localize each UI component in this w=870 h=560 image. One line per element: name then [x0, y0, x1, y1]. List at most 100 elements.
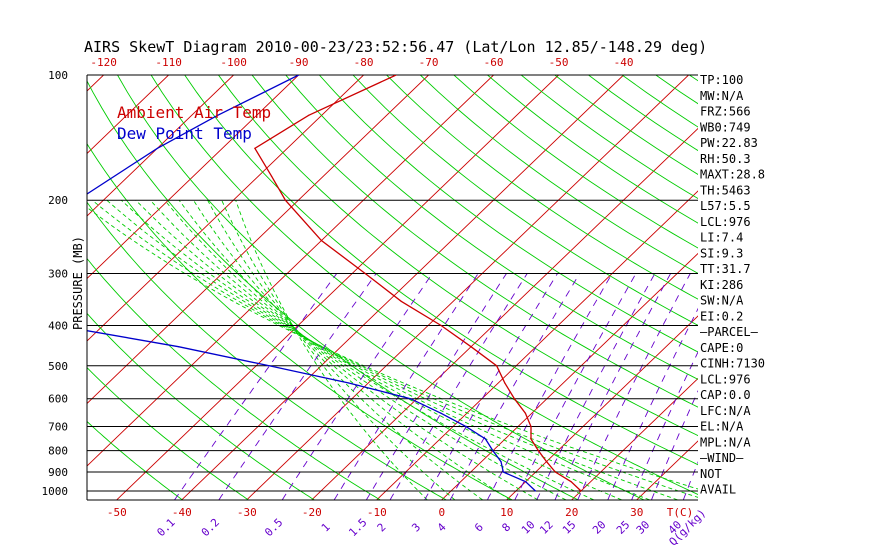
pressure-tick-label: 700 — [48, 421, 68, 434]
dry-adiabat-line — [87, 420, 183, 500]
mixing-ratio-line — [449, 273, 581, 500]
ambient-air-temp-point — [504, 382, 506, 384]
pressure-tick-label: 800 — [48, 445, 68, 458]
mixing-ratio-line — [487, 273, 613, 500]
top-temperature-axis: -120 -110 -100 -90 -80 -70 -60 -50 -40 — [90, 56, 633, 69]
dry-adiabat-line — [87, 366, 249, 500]
dew-point-temp-point — [268, 365, 270, 367]
mixing-ratio-line — [389, 273, 528, 500]
dew-point-temp-point — [348, 382, 350, 384]
dew-point-temp-point — [217, 114, 219, 116]
mixing-ratio-tick-label: 3 — [409, 521, 423, 535]
isotherm-line — [87, 75, 104, 92]
index-row: MPL:N/A — [700, 435, 751, 449]
pressure-tick-label: 100 — [48, 69, 68, 82]
mixing-ratio-line — [577, 273, 691, 500]
ambient-air-temp-point — [537, 450, 540, 452]
dry-adiabat-line — [87, 80, 579, 500]
isotherm-line — [87, 75, 429, 405]
pressure-tick-label: 400 — [48, 319, 68, 332]
isotherm-line — [116, 75, 559, 500]
ambient-air-temp-point — [554, 471, 556, 473]
mixing-ratio-line — [514, 273, 637, 500]
pressure-tick-label: 600 — [48, 393, 68, 406]
mixing-ratio-tick-label: 1.5 — [346, 516, 369, 539]
dew-point-temp-point — [177, 346, 180, 348]
index-row: EL:N/A — [700, 420, 744, 434]
ambient-air-temp-point — [395, 75, 397, 76]
index-row: NOT — [700, 467, 722, 481]
dry-adiabat-line — [184, 75, 698, 466]
dew-point-temp-point — [484, 438, 487, 440]
ambient-air-temp-point — [524, 412, 527, 414]
pressure-gridlines — [87, 74, 698, 492]
top-temperature-tick-label: -60 — [484, 56, 504, 69]
index-row: CAP:0.0 — [700, 388, 751, 402]
dry-adiabat-line — [87, 201, 447, 500]
pressure-tick-label: 200 — [48, 194, 68, 207]
index-row: TT:31.7 — [700, 262, 751, 276]
index-row: FRZ:566 — [700, 105, 751, 119]
isotherm-line — [376, 190, 698, 500]
mixing-ratio-tick-label: 10 — [519, 518, 538, 537]
dew-point-temp-point — [502, 471, 504, 473]
pressure-tick-label: 500 — [48, 360, 68, 373]
moist-adiabat-line — [106, 199, 678, 500]
profile-series — [77, 75, 582, 492]
mixing-ratio-tick-label: 6 — [472, 521, 486, 535]
isotherm-line — [87, 75, 299, 280]
dry-adiabat-line — [858, 75, 870, 500]
dry-adiabat-line — [453, 75, 698, 249]
mixing-ratio-tick-label: 25 — [614, 518, 633, 537]
isotherm-line — [87, 75, 169, 155]
bottom-temperature-axis: -50 -40 -30 -20 -10 0 10 20 30 T(C) — [107, 506, 693, 519]
mixing-ratio-line — [174, 273, 338, 500]
dry-adiabat-line — [824, 75, 870, 500]
moist-adiabat-line — [235, 200, 428, 500]
legend-dew-point-temp: Dew Point Temp — [117, 124, 252, 143]
isotherm-line — [87, 75, 234, 217]
dew-point-temp-point — [500, 461, 502, 463]
ambient-air-temp-point — [400, 300, 402, 302]
index-row: MAXT:28.8 — [700, 168, 765, 182]
top-temperature-tick-label: -70 — [419, 56, 439, 69]
top-temperature-tick-label: -110 — [155, 56, 182, 69]
mixing-ratio-tick-label: 0.1 — [154, 516, 177, 539]
dew-point-temp-point — [156, 147, 158, 149]
index-row: LFC:N/A — [700, 404, 751, 418]
mixing-ratio-line — [424, 273, 558, 500]
bottom-temperature-tick-label: 10 — [500, 506, 513, 519]
index-row: WB0:749 — [700, 120, 751, 134]
index-row: TH:5463 — [700, 183, 751, 197]
mixing-ratio-tick-label: 30 — [634, 518, 653, 537]
bottom-temperature-tick-label: 0 — [438, 506, 445, 519]
dew-point-temp-point — [298, 75, 300, 76]
index-row: KI:286 — [700, 278, 743, 292]
moist-adiabat-line — [164, 199, 566, 500]
moist-adiabat-line — [91, 199, 698, 498]
chart-title: AIRS SkewT Diagram 2010-00-23/23:52:56.4… — [84, 38, 707, 56]
ambient-air-temp-point — [440, 324, 442, 327]
dry-adiabat-line — [352, 75, 698, 326]
dew-point-temp-point — [77, 200, 78, 201]
ambient-air-temp-point — [320, 239, 322, 242]
ambient-air-temp-point — [364, 272, 366, 275]
isotherm-line — [181, 75, 624, 500]
moist-adiabat-line — [87, 206, 698, 490]
legend-ambient-air-temp: Ambient Air Temp — [117, 103, 271, 122]
isotherm-line — [87, 75, 364, 342]
dew-point-temp-point — [440, 412, 442, 414]
moist-adiabat-line — [149, 199, 594, 500]
dry-adiabat-line — [386, 75, 698, 300]
index-row: AVAIL — [700, 483, 736, 497]
ambient-air-temp-point — [496, 365, 498, 367]
index-row: EI:0.2 — [700, 309, 743, 323]
ambient-air-temp-point — [570, 481, 572, 483]
bottom-temperature-tick-label: T(C) — [667, 506, 694, 519]
index-row: —WIND— — [700, 451, 744, 465]
isotherm-line — [311, 127, 698, 500]
dry-adiabat-line — [87, 312, 315, 500]
moist-adiabat-line — [135, 199, 622, 500]
index-row: CINH:7130 — [700, 357, 765, 371]
